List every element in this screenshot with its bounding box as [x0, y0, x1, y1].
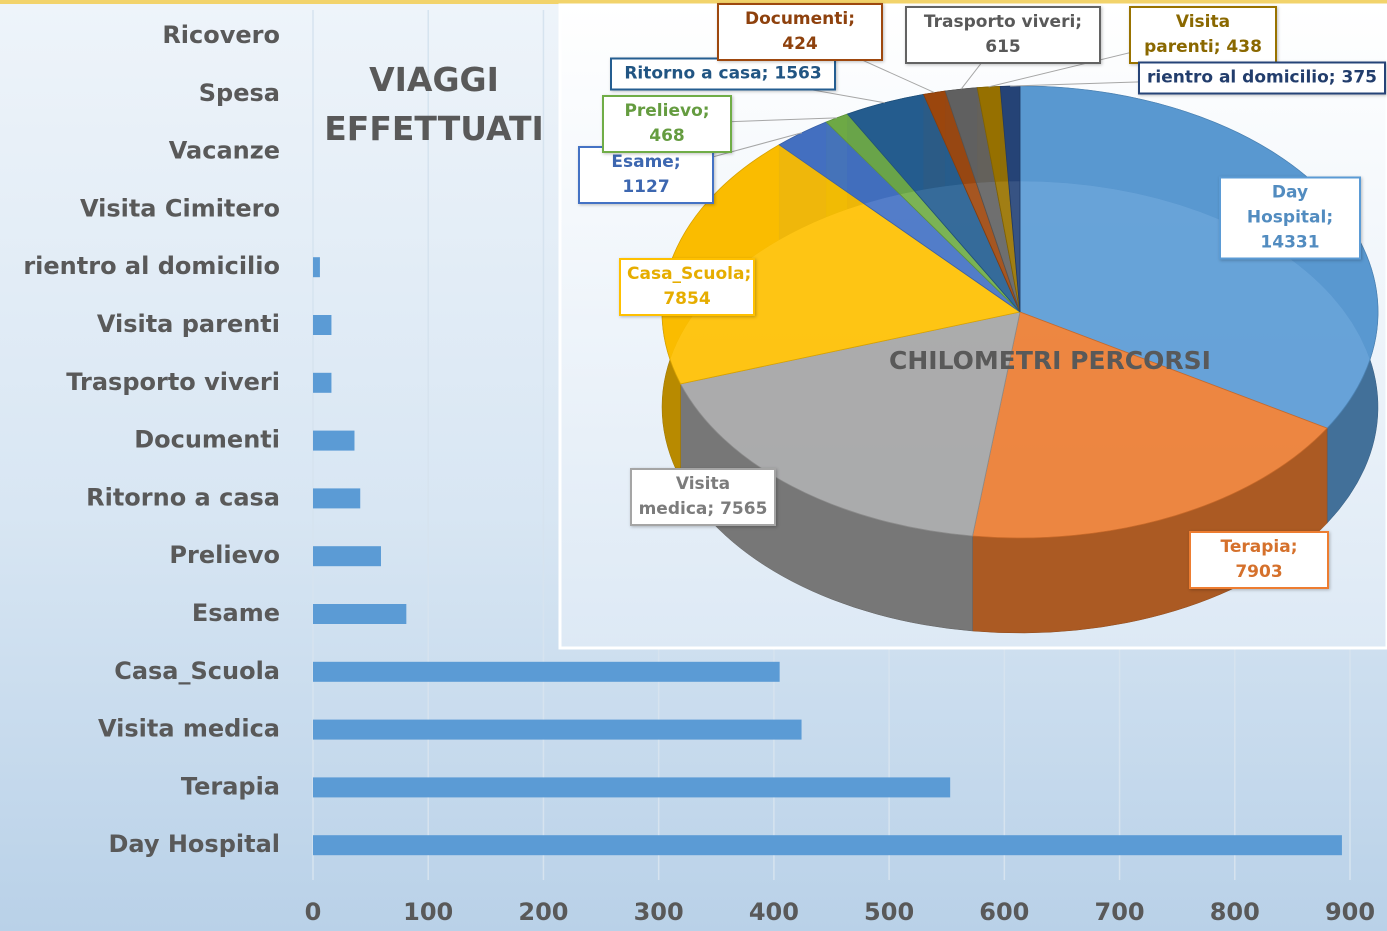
bar [313, 777, 951, 798]
pie-title: CHILOMETRI PERCORSI [889, 346, 1211, 375]
y-tick-label: Casa_Scuola [114, 657, 280, 685]
data-label: rientro al domicilio; 375 [1138, 61, 1386, 95]
data-label: Visita parenti; 438 [1129, 6, 1277, 64]
data-label: Documenti; 424 [717, 3, 883, 61]
data-label: Trasporto viveri; 615 [905, 6, 1101, 64]
y-tick-label: Visita Cimitero [80, 194, 280, 222]
bar [313, 661, 780, 682]
data-label: Esame; 1127 [578, 146, 714, 204]
x-tick-label: 400 [749, 898, 799, 926]
top-stripe [0, 0, 1387, 4]
data-label: Casa_Scuola; 7854 [619, 258, 755, 316]
x-tick-label: 800 [1210, 898, 1260, 926]
y-tick-label: Documenti [134, 426, 280, 454]
y-tick-label: Esame [192, 599, 280, 627]
y-tick-label: Spesa [199, 79, 280, 107]
x-tick-label: 600 [979, 898, 1029, 926]
data-label: Prelievo; 468 [602, 95, 732, 153]
data-label: Day Hospital; 14331 [1219, 176, 1361, 260]
bar [313, 835, 1342, 856]
y-tick-label: Vacanze [169, 137, 280, 165]
x-tick-label: 100 [403, 898, 453, 926]
bar [313, 604, 407, 624]
data-label: Visita medica; 7565 [630, 468, 776, 526]
bar [313, 315, 332, 335]
bar [313, 546, 381, 567]
data-label: Terapia; 7903 [1189, 531, 1329, 589]
y-tick-label: rientro al domicilio [23, 252, 280, 280]
y-tick-label: Ritorno a casa [86, 483, 280, 511]
bar [313, 719, 802, 740]
x-tick-label: 300 [634, 898, 684, 926]
pie-tops [661, 85, 1379, 539]
pie-slice [679, 311, 1021, 537]
bar [313, 430, 355, 451]
x-tick-label: 0 [305, 898, 322, 926]
x-tick-label: 700 [1095, 898, 1145, 926]
data-label: Ritorno a casa; 1563 [610, 57, 836, 91]
y-tick-label: Prelievo [169, 541, 280, 569]
bar [313, 488, 361, 509]
pie-slice [661, 144, 1021, 385]
bar-chart-title: VIAGGI EFFETTUATI [324, 60, 544, 148]
y-tick-label: Ricovero [162, 21, 280, 49]
y-tick-label: Visita medica [98, 715, 280, 743]
y-tick-label: Day Hospital [108, 830, 280, 858]
x-tick-label: 900 [1325, 898, 1375, 926]
y-tick-label: Visita parenti [97, 310, 280, 338]
x-tick-label: 500 [864, 898, 914, 926]
bar [313, 372, 332, 393]
pie-slice [972, 311, 1328, 539]
x-tick-label: 200 [518, 898, 568, 926]
y-tick-label: Trasporto viveri [66, 368, 280, 396]
bar [313, 257, 320, 278]
y-tick-label: Terapia [181, 772, 280, 800]
